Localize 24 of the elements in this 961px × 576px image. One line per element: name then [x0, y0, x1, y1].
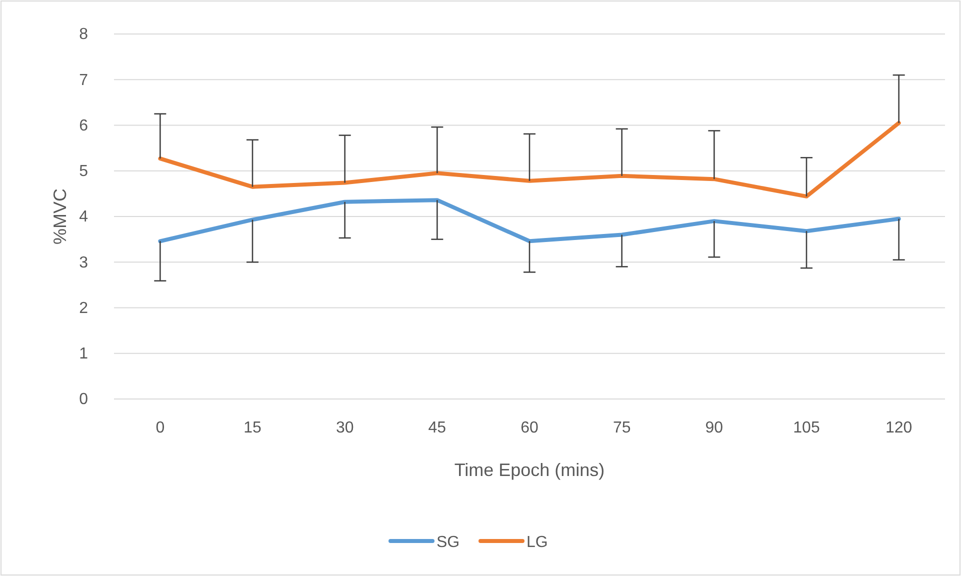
y-tick-label: 6 — [79, 117, 88, 134]
y-tick-label: 7 — [79, 72, 88, 89]
y-tick-label: 4 — [79, 208, 88, 226]
x-tick-label: 15 — [244, 419, 262, 436]
y-tick-label: 3 — [79, 254, 88, 272]
y-axis-title: %MVC — [50, 188, 70, 245]
x-tick-label: 105 — [793, 419, 820, 436]
line-series — [158, 198, 901, 244]
y-tick-label: 0 — [79, 391, 88, 408]
x-axis-title: Time Epoch (mins) — [454, 460, 605, 480]
x-tick-label: 0 — [156, 419, 165, 436]
x-tick-label: 90 — [705, 419, 724, 436]
x-tick-label: 75 — [612, 419, 631, 436]
y-tick-label: 5 — [79, 162, 88, 180]
legend-label: SG — [436, 534, 460, 551]
line-series — [158, 120, 901, 198]
y-tick-label: 2 — [79, 300, 88, 317]
x-tick-label: 60 — [520, 419, 538, 436]
x-tick-label: 30 — [336, 419, 354, 436]
x-tick-label: 45 — [428, 419, 446, 436]
y-tick-label: 1 — [79, 345, 88, 362]
legend-label: LG — [526, 534, 548, 551]
x-tick-label: 120 — [885, 419, 912, 436]
y-tick-label: 8 — [79, 26, 88, 44]
